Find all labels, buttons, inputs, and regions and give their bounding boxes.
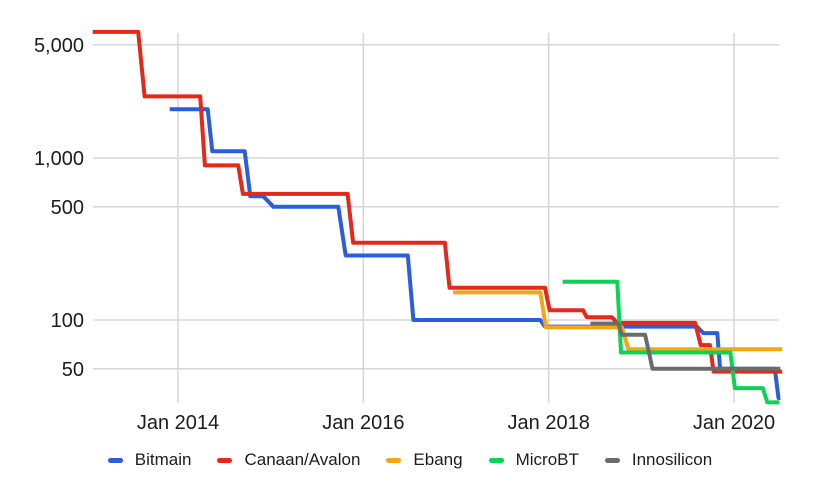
efficiency-line-chart[interactable]: 5,000 1,000 500 100 50 Jan 2014 Jan 2016 Jan 20… [0,0,820,440]
x-tick-label-2016: Jan 2016 [322,412,404,434]
chart-legend: Bitmain Canaan/Avalon Ebang MicroBT Innosili… [0,446,820,474]
x-tick-label-2020: Jan 2020 [693,412,775,434]
legend-marker-bitmain [107,457,123,463]
x-tick-label-2018: Jan 2018 [508,412,590,434]
legend-marker-ebang [386,457,402,463]
series-line-bitmain[interactable] [169,107,781,400]
y-tick-label-1000: 1,000 [34,148,84,170]
legend-label-bitmain: Bitmain [134,450,192,469]
legend-item-innosilicon[interactable]: Innosilicon [604,450,713,470]
legend-marker-innosilicon [604,457,620,463]
y-tick-label-50: 50 [62,359,84,381]
y-tick-label-5000: 5,000 [34,35,84,57]
legend-item-bitmain[interactable]: Bitmain [107,450,192,470]
legend-item-microbt[interactable]: MicroBT [488,450,579,470]
series-line-microbt[interactable] [562,279,780,405]
legend-label-ebang: Ebang [413,450,463,469]
legend-item-ebang[interactable]: Ebang [386,450,463,470]
series-line-canaan-avalon[interactable] [92,29,783,374]
series-line-ebang[interactable] [453,290,783,352]
x-tick-label-2014: Jan 2014 [137,412,219,434]
legend-label-innosilicon: Innosilicon [631,450,713,469]
series-line-innosilicon[interactable] [590,321,781,371]
legend-marker-canaan-avalon [217,457,233,463]
legend-marker-microbt [488,457,504,463]
legend-label-microbt: MicroBT [515,450,579,469]
legend-item-canaan-avalon[interactable]: Canaan/Avalon [217,450,360,470]
legend-label-canaan-avalon: Canaan/Avalon [244,450,361,469]
y-tick-label-500: 500 [51,197,84,219]
y-tick-label-100: 100 [51,310,84,332]
